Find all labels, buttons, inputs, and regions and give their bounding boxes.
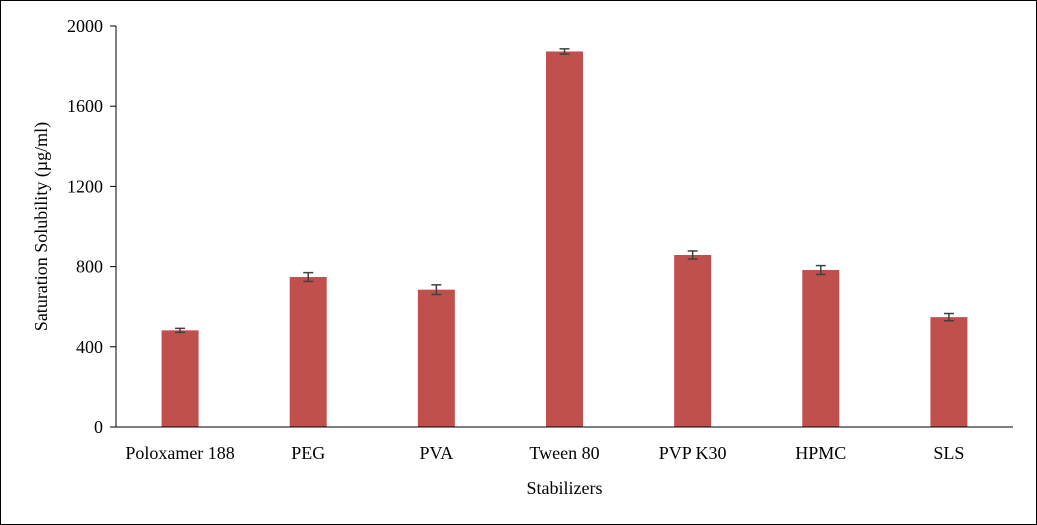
y-axis-ticks: 0 400 800 1200 1600 2000 xyxy=(67,16,116,437)
error-bar xyxy=(815,264,826,276)
y-tick-label: 1600 xyxy=(67,96,103,116)
error-bar xyxy=(559,48,570,55)
bar xyxy=(161,330,199,427)
x-category-label: HPMC xyxy=(795,443,846,463)
bar xyxy=(802,270,840,427)
x-axis-categories: Poloxamer 188 PEG PVA Tween 80 PVP K30 HPMC SL… xyxy=(125,443,964,463)
x-category-label: Poloxamer 188 xyxy=(125,443,235,463)
error-bar xyxy=(175,327,186,334)
error-bar xyxy=(943,312,954,322)
error-bar xyxy=(687,250,698,260)
y-tick-label: 800 xyxy=(76,257,103,277)
bar xyxy=(417,289,455,427)
y-tick-label: 1200 xyxy=(67,176,103,196)
bar xyxy=(930,317,968,427)
error-bar xyxy=(431,284,442,296)
x-category-label: PVP K30 xyxy=(659,443,727,463)
error-bars-group xyxy=(175,48,954,334)
bar xyxy=(674,254,712,427)
x-category-label: SLS xyxy=(933,443,964,463)
x-category-label: PEG xyxy=(291,443,325,463)
error-bar xyxy=(303,271,314,283)
x-category-label: PVA xyxy=(420,443,454,463)
y-tick-label: 0 xyxy=(94,417,103,437)
y-tick-label: 400 xyxy=(76,337,103,357)
x-axis-title: Stabilizers xyxy=(527,478,603,498)
bar xyxy=(546,51,583,427)
bars-group xyxy=(161,51,968,427)
bar xyxy=(289,277,327,427)
x-category-label: Tween 80 xyxy=(529,443,599,463)
y-axis-title: Saturation Solubility (µg/ml) xyxy=(31,122,52,331)
y-tick-label: 2000 xyxy=(67,16,103,36)
